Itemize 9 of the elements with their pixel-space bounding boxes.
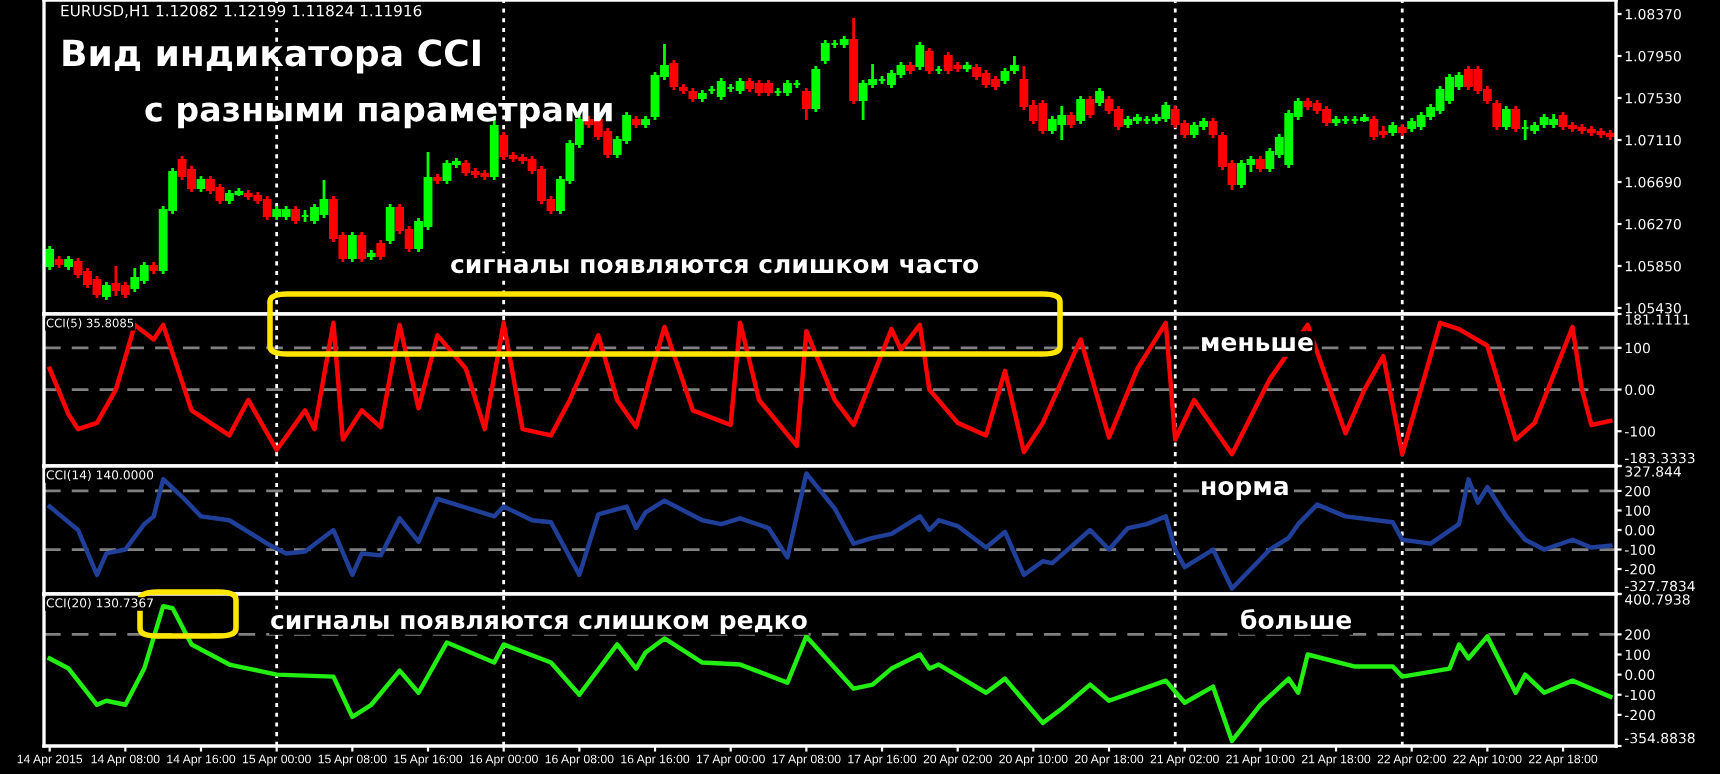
annotation: сигналы появляются слишком редко — [271, 614, 807, 635]
line-series — [47, 471, 1613, 591]
line-series — [47, 320, 1613, 457]
annotation: больше — [1241, 609, 1352, 630]
annotation: меньше — [1202, 336, 1313, 352]
text: Вид индикатора CCI — [63, 39, 480, 74]
annotation: сигналы появляются слишком часто — [451, 258, 979, 274]
annotation: норма — [1202, 480, 1288, 501]
text: с разными параметрами — [145, 102, 612, 129]
